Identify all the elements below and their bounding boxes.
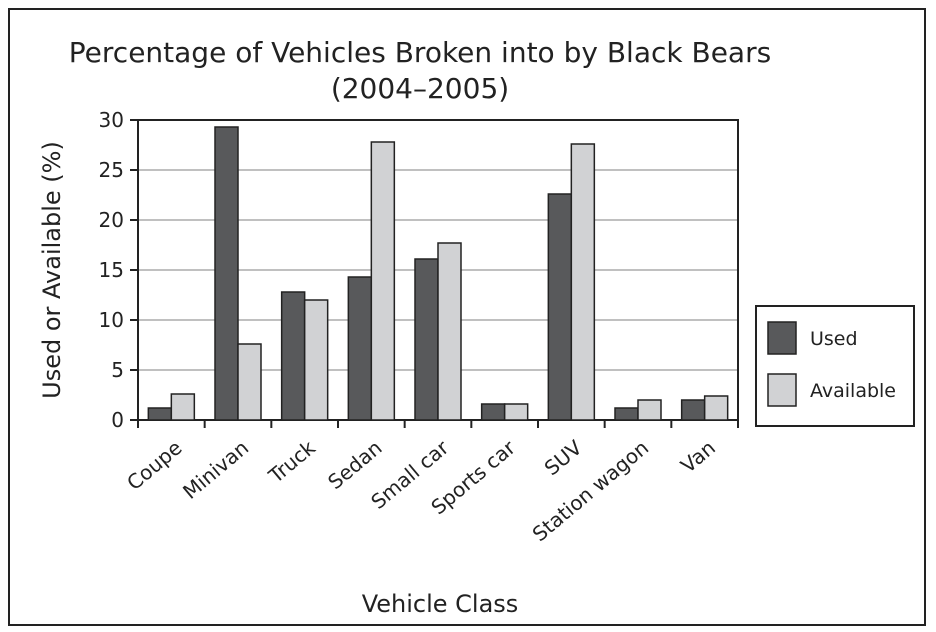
bar-used-sedan (347, 276, 373, 421)
bar-available-station-wagon (637, 399, 662, 421)
bar-available-van (703, 395, 729, 421)
bar-used-minivan (214, 126, 239, 421)
y-tick-label-0: 0 (111, 408, 124, 432)
legend-swatch-used (767, 321, 797, 355)
bar-available-coupe (170, 393, 196, 421)
legend-swatch-available (767, 373, 797, 407)
bar-available-small-car (437, 242, 462, 421)
y-tick-label-3: 15 (99, 258, 124, 282)
bar-used-truck (280, 291, 306, 421)
legend-label-available: Available (810, 380, 896, 402)
bar-available-suv (570, 143, 596, 421)
x-tick-label-0: Coupe (122, 435, 186, 494)
y-tick-label-4: 20 (99, 208, 124, 232)
y-tick-label-5: 25 (99, 158, 124, 182)
bar-available-minivan (237, 343, 262, 421)
legend-label-used: Used (810, 328, 858, 350)
y-tick-label-1: 5 (111, 358, 124, 382)
legend: Used Available (755, 305, 915, 427)
bar-used-coupe (147, 407, 173, 421)
x-axis-label: Vehicle Class (362, 590, 519, 618)
bar-available-sedan (370, 141, 396, 421)
chart-subtitle: (2004–2005) (331, 72, 509, 105)
bar-available-truck (303, 299, 329, 421)
bar-used-small-car (414, 258, 439, 421)
x-tick-label-2: Truck (263, 435, 320, 488)
x-tick-label-1: Minivan (178, 435, 253, 503)
x-tick-label-6: SUV (540, 435, 587, 480)
y-tick-label-6: 30 (99, 108, 124, 132)
y-tick-label-2: 10 (99, 308, 124, 332)
x-tick-label-8: Van (676, 435, 720, 477)
chart-title: Percentage of Vehicles Broken into by Bl… (69, 36, 771, 69)
bar-used-suv (547, 193, 573, 421)
x-tick-label-7: Station wagon (528, 435, 653, 546)
bar-available-sports-car (503, 403, 529, 421)
bar-used-van (680, 399, 706, 421)
y-axis-label: Used or Available (%) (38, 141, 66, 399)
bar-used-sports-car (480, 403, 506, 421)
bar-used-station-wagon (614, 407, 639, 421)
